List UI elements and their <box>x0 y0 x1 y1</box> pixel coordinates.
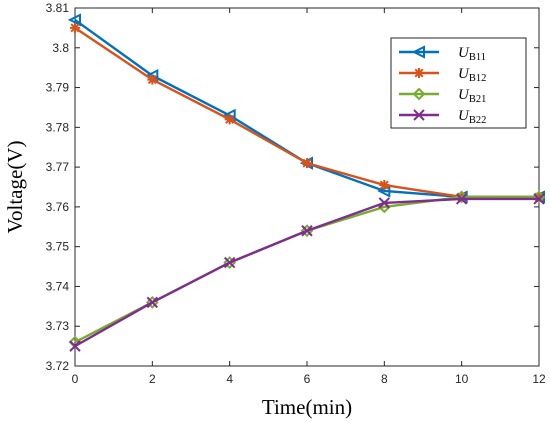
data-point-U_B22 <box>146 296 159 309</box>
legend-label: UB22 <box>458 108 486 126</box>
data-point-U_B12 <box>147 74 158 85</box>
data-point-U_B22 <box>301 225 313 237</box>
legend-label-subscript: B12 <box>469 73 487 84</box>
y-tick-label: 3.77 <box>46 160 70 174</box>
legend-marker <box>411 45 425 59</box>
data-point-U_B12 <box>379 180 390 191</box>
series-line-U_B21 <box>74 195 539 344</box>
y-tick-label: 3.76 <box>46 200 70 214</box>
legend-label-main: U <box>458 45 470 61</box>
data-point-U_B22 <box>378 197 391 209</box>
legend-label: UB21 <box>458 87 486 105</box>
y-tick-label: 3.8 <box>52 41 69 55</box>
series-U_B22 <box>69 193 545 352</box>
data-point-U_B12 <box>224 114 235 125</box>
data-point-U_B11 <box>67 13 81 27</box>
x-tick-label: 10 <box>455 372 469 386</box>
legend-label-main: U <box>458 87 470 103</box>
data-point-U_B12 <box>70 22 80 33</box>
legend-label: UB11 <box>458 45 486 63</box>
x-tick-label: 4 <box>226 372 233 386</box>
y-tick-label: 3.74 <box>46 279 70 293</box>
y-axis-title: Voltage(V) <box>3 141 27 234</box>
data-point-U_B22 <box>69 340 81 352</box>
y-tick-label: 3.75 <box>46 240 70 254</box>
series-U_B21 <box>68 190 546 349</box>
x-tick-label: 8 <box>381 372 388 386</box>
legend-label-main: U <box>458 108 470 124</box>
x-tick-label: 6 <box>304 372 311 386</box>
legend-marker <box>414 68 424 78</box>
data-point-U_B22 <box>455 193 468 205</box>
legend-item: UB12 <box>399 66 486 84</box>
legend-item: UB11 <box>399 45 486 63</box>
y-tick-label: 3.73 <box>46 319 70 333</box>
y-tick-label: 3.78 <box>46 120 70 134</box>
legend-marker <box>412 87 426 101</box>
y-tick-label: 3.79 <box>46 81 70 95</box>
legend-label-subscript: B22 <box>469 115 487 126</box>
plot-area: 0 2 4 6 8 10 12 3.72 3.73 3.74 3.75 3.76 3.77 3.78 3.7… <box>46 1 546 386</box>
x-tick-label: 0 <box>72 372 79 386</box>
legend-label: UB12 <box>458 66 486 84</box>
y-tick-label: 3.81 <box>46 1 70 15</box>
x-tick-label: 12 <box>532 372 546 386</box>
data-point-U_B12 <box>302 158 312 169</box>
y-tick-label: 3.72 <box>46 359 70 373</box>
legend-label-subscript: B11 <box>469 52 486 63</box>
legend-item: UB22 <box>399 108 486 126</box>
legend-item: UB21 <box>399 87 486 105</box>
legend-label-subscript: B21 <box>469 94 487 105</box>
legend-marker <box>413 109 425 121</box>
data-point-U_B22 <box>533 193 545 205</box>
x-axis-title: Time(min) <box>262 395 352 419</box>
data-point-U_B22 <box>223 256 236 269</box>
x-tick-label: 2 <box>149 372 156 386</box>
series-line-U_B22 <box>74 197 539 348</box>
legend-label-main: U <box>458 66 470 82</box>
